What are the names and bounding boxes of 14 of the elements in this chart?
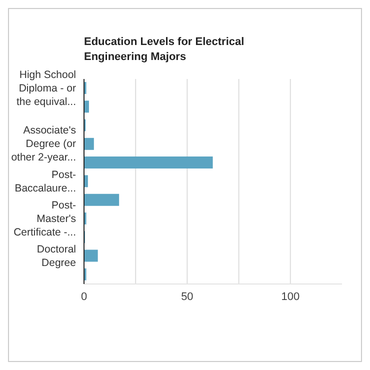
x-tick-label: 50 [181,290,194,303]
y-tick-label: High School Diploma - or the equival... [16,68,76,108]
bar [84,194,120,206]
bar [84,156,213,169]
x-tick-label: 0 [80,290,88,303]
chart-title: Education Levels for Electrical Engineering Majors [84,35,246,65]
y-tick-label: Doctoral Degree [36,243,76,269]
y-tick-label: Post-Baccalaure... [14,168,76,194]
bar [84,100,89,113]
y-tick-label: Associate's Degree (or other 2-year... [11,124,76,164]
y-tick-label: Post-Master's Certificate -... [14,199,76,238]
bar [84,250,98,262]
bar [84,138,94,150]
x-tick-label: 100 [281,290,300,303]
